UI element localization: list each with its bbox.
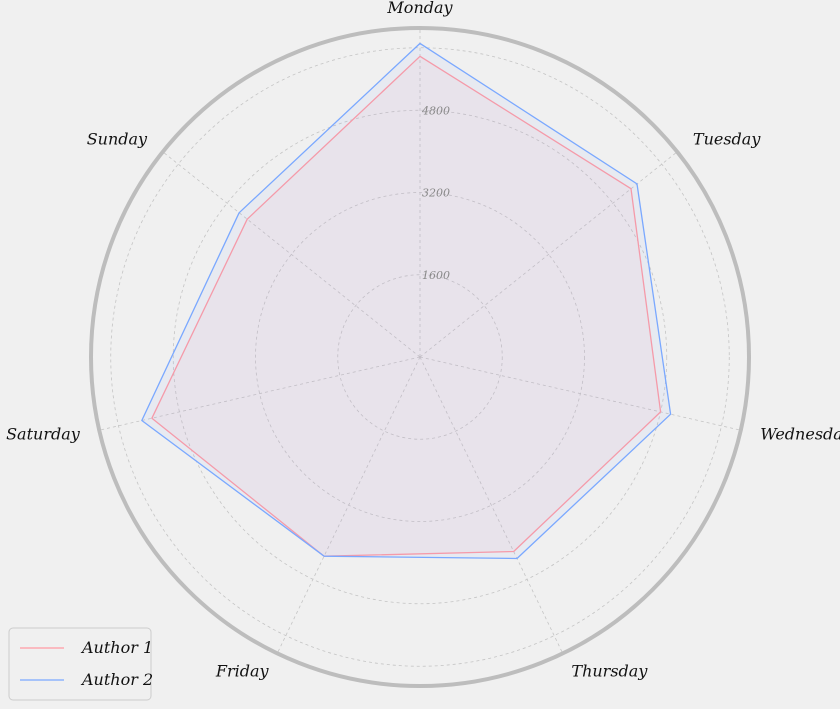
spoke-line (419, 356, 741, 431)
spoke-line (419, 356, 564, 654)
legend: Author 1 Author 2 (8, 627, 153, 701)
spoke-line (162, 151, 421, 358)
legend-label-author-2: Author 2 (80, 670, 153, 689)
tick-label-4800: 4800 (421, 104, 450, 117)
category-label-thursday: Thursday (571, 661, 648, 680)
grid-circle (337, 274, 503, 440)
category-label-tuesday: Tuesday (693, 129, 761, 148)
category-labels: Monday Tuesday Wednesday Thursday Friday… (6, 0, 840, 680)
radar-series (141, 42, 672, 560)
legend-box (8, 627, 152, 701)
series-polygon-1 (151, 55, 662, 557)
radial-tick-labels: 1600 3200 4800 (421, 104, 450, 282)
grid-circle (110, 47, 730, 667)
category-label-sunday: Sunday (87, 129, 148, 148)
outer-ring (89, 26, 751, 688)
spoke-line (99, 356, 421, 431)
category-label-wednesday: Wednesday (760, 425, 840, 444)
radar-spokes (99, 28, 741, 654)
legend-label-author-1: Author 1 (80, 638, 153, 657)
category-label-saturday: Saturday (6, 425, 81, 444)
spoke-line (276, 356, 421, 654)
tick-label-1600: 1600 (422, 269, 450, 282)
tick-label-3200: 3200 (422, 187, 450, 200)
category-label-friday: Friday (215, 661, 270, 680)
series-polygon-2 (141, 42, 672, 560)
spoke-line (419, 151, 678, 358)
grid-circle (172, 109, 668, 605)
category-label-monday: Monday (386, 0, 453, 17)
